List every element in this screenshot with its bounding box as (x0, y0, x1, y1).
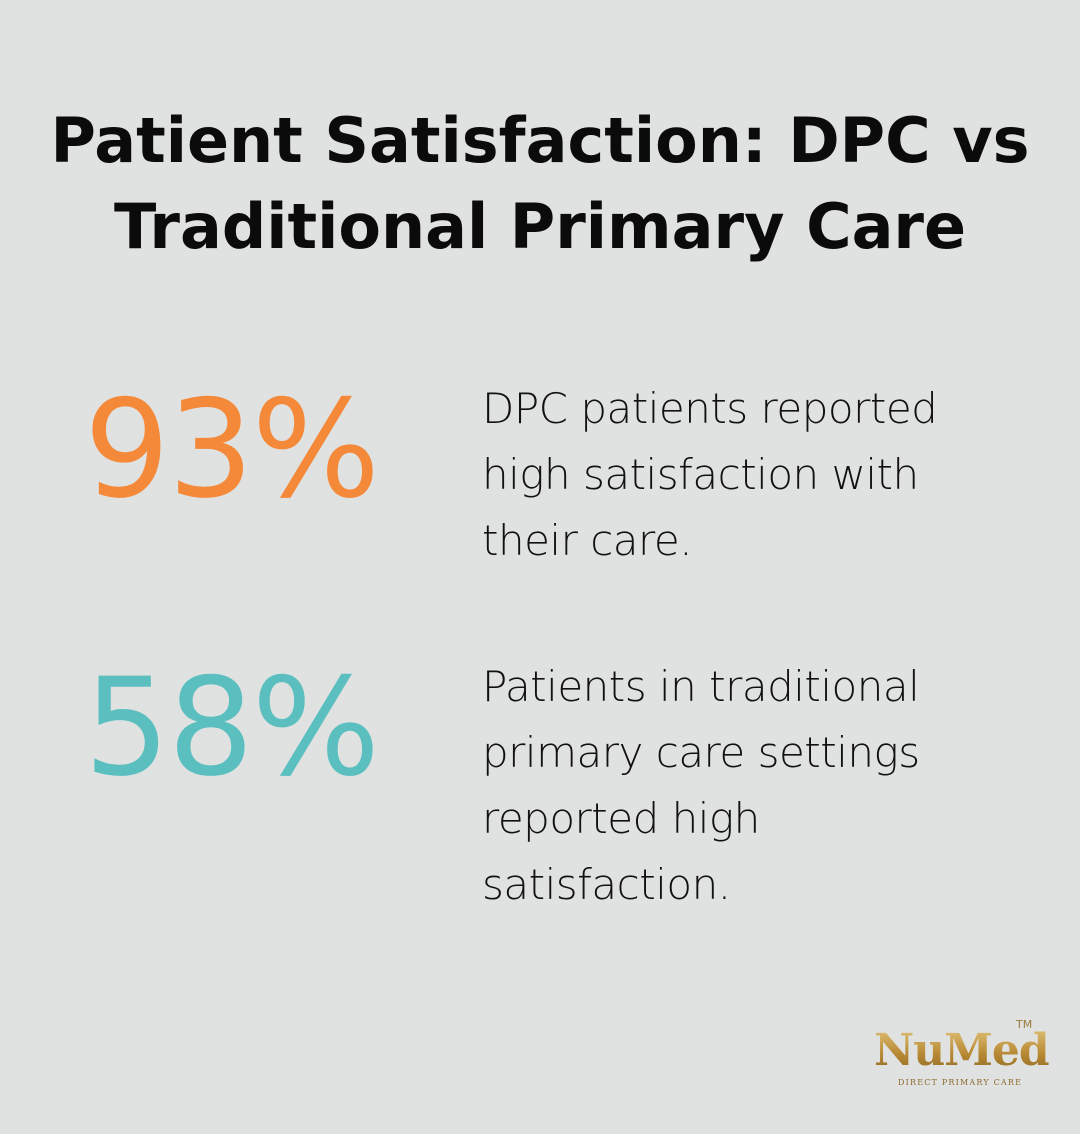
stat-description-line: high satisfaction with (482, 450, 919, 499)
stat-description: DPC patients reported high satisfaction … (482, 376, 1062, 574)
stat-description-line: their care. (482, 516, 693, 565)
stat-description-line: DPC patients reported (482, 384, 938, 433)
logo-tagline: DIRECT PRIMARY CARE (898, 1078, 1023, 1087)
stat-description: Patients in traditional primary care set… (482, 654, 1062, 918)
stat-description-line: satisfaction. (482, 860, 731, 909)
title-line-2: Traditional Primary Care (113, 190, 967, 263)
logo-trademark: TM (1016, 1018, 1033, 1031)
stat-value: 93% (84, 371, 380, 528)
stat-description-line: Patients in traditional (482, 662, 920, 711)
stat-description-line: reported high (482, 794, 760, 843)
stat-description-line: primary care settings (482, 728, 920, 777)
logo-wordmark: NuMed (874, 1025, 1050, 1076)
page-title: Patient Satisfaction: DPC vs Traditional… (0, 98, 1080, 270)
title-line-1: Patient Satisfaction: DPC vs (50, 104, 1030, 177)
stat-value: 58% (84, 649, 380, 806)
numed-logo: NuMed TM DIRECT PRIMARY CARE (868, 1018, 1050, 1093)
